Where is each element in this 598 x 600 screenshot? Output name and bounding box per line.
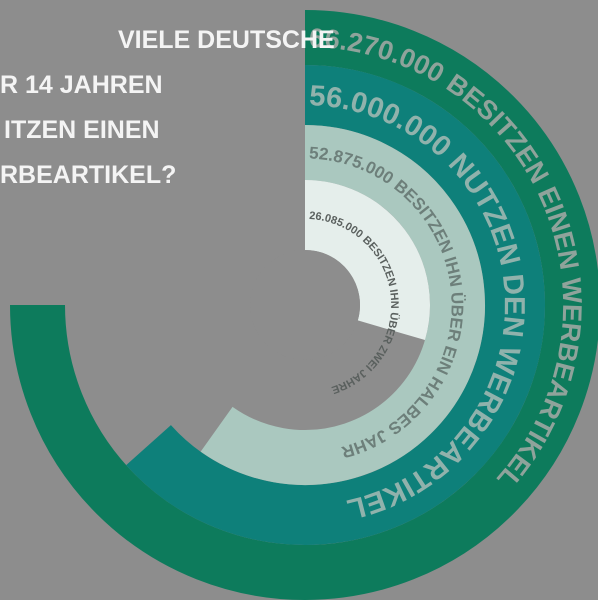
center-hole [250, 250, 360, 360]
ring-bar [200, 125, 485, 485]
ring-bar [303, 180, 430, 341]
title-line: R 14 JAHREN [0, 71, 163, 99]
ring-bar [126, 65, 545, 545]
title-line: ITZEN EINEN [4, 116, 160, 144]
title-line: RBEARTIKEL? [0, 161, 176, 189]
title-line: VIELE DEUTSCHE [118, 26, 335, 54]
ring-bar [10, 10, 598, 600]
